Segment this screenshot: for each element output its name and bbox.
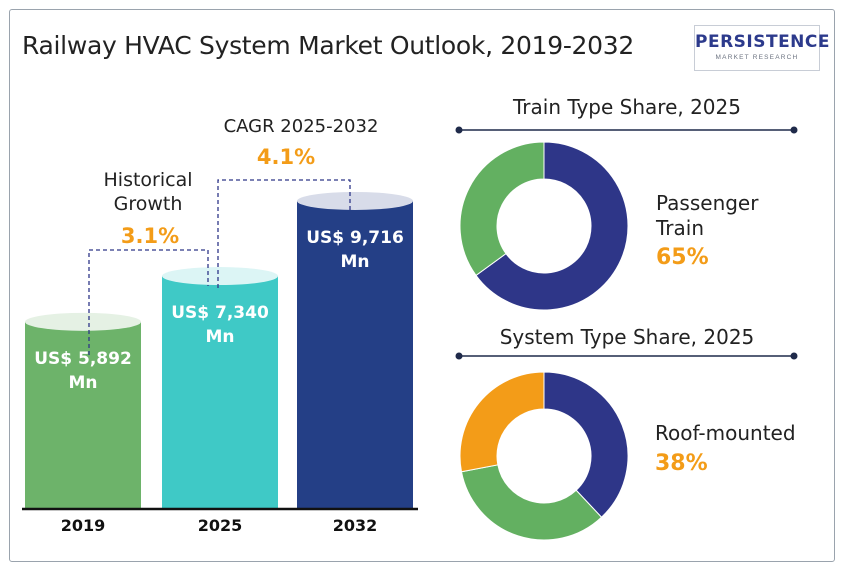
donut1-rule-dot-right xyxy=(790,126,798,134)
roof-mounted-label: Roof-mounted xyxy=(655,421,796,445)
bar-top-2019 xyxy=(25,312,141,331)
cagr-label: CAGR 2025-2032 xyxy=(224,116,379,137)
historical-label-line1: Historical xyxy=(104,169,193,191)
system-type-donut-slice-2 xyxy=(459,371,545,473)
historical-growth-value: 3.1% xyxy=(121,224,179,248)
bar-top-2025 xyxy=(162,267,278,286)
bar-value-label-2032: US$ 9,716 xyxy=(306,228,404,248)
x-tick-2025: 2025 xyxy=(198,516,243,535)
page-title: Railway HVAC System Market Outlook, 2019… xyxy=(22,31,634,60)
historical-label-line2: Growth xyxy=(114,193,183,215)
donut2-rule-dot-left xyxy=(455,352,463,360)
x-tick-2032: 2032 xyxy=(333,516,378,535)
persistence-logo: PERSISTENCE MARKET RESEARCH xyxy=(694,25,831,71)
bar-2032 xyxy=(297,200,413,508)
historical-connector xyxy=(88,249,209,355)
roof-mounted-share-value: 38% xyxy=(655,451,708,476)
bar-value-unit-2032: Mn xyxy=(340,252,369,272)
system-type-donut-slice-1 xyxy=(460,464,603,541)
train-type-donut xyxy=(459,141,629,311)
bar-value-unit-2025: Mn xyxy=(205,327,234,347)
bar-2019 xyxy=(25,321,141,508)
donut1-rule-dot-left xyxy=(455,126,463,134)
logo-sub-text: MARKET RESEARCH xyxy=(715,54,799,61)
bar-top-2032 xyxy=(297,191,413,210)
bar-chart: US$ 5,892 Mn 2019 US$ 7,340 Mn 2025 US$ 9,716 M… xyxy=(22,191,418,535)
donut2-title: System Type Share, 2025 xyxy=(500,325,755,349)
passenger-label-line1: Passenger xyxy=(656,191,759,215)
train-type-donut-slice-0 xyxy=(475,141,629,311)
cagr-value: 4.1% xyxy=(257,145,315,169)
system-type-donut-slice-0 xyxy=(543,371,629,518)
bar-value-label-2019: US$ 5,892 xyxy=(34,349,132,369)
donut2-rule-dot-right xyxy=(790,352,798,360)
passenger-label-line2: Train xyxy=(655,216,704,240)
system-type-donut xyxy=(459,371,629,541)
donut1-title: Train Type Share, 2025 xyxy=(512,95,741,119)
bar-value-label-2025: US$ 7,340 xyxy=(171,303,269,323)
bar-2025 xyxy=(162,276,278,508)
passenger-share-value: 65% xyxy=(656,245,709,270)
infographic-frame xyxy=(9,9,835,562)
x-tick-2019: 2019 xyxy=(61,516,106,535)
train-type-donut-slice-1 xyxy=(459,141,545,277)
bar-value-unit-2019: Mn xyxy=(68,373,97,393)
logo-main-text: PERSISTENCE xyxy=(695,32,831,52)
